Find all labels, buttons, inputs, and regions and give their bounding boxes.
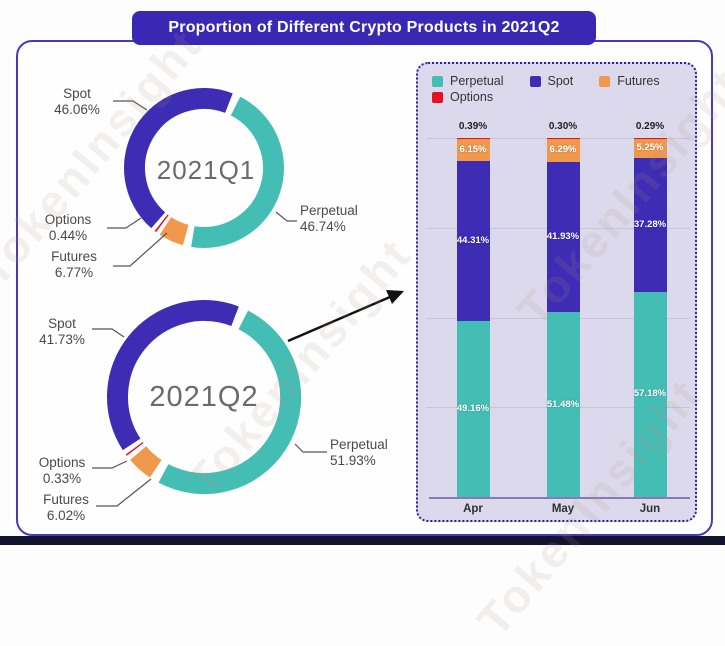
legend-label: Perpetual xyxy=(450,74,504,88)
bar-apr-options xyxy=(456,137,490,140)
bar-plot: 49.16% 44.31% 6.15% 0.39% Apr 51.48% 41.93% 6.2… xyxy=(418,64,699,524)
legend-label: Futures xyxy=(617,74,660,88)
x-axis-label-jun: Jun xyxy=(639,503,661,515)
bar-value-label-outside: 0.39% xyxy=(458,121,488,132)
bar-apr-perpetual xyxy=(456,320,490,497)
bar-jun-perpetual xyxy=(633,291,667,497)
title-banner: Proportion of Different Crypto Products … xyxy=(132,11,596,45)
bar-value-label: 44.31% xyxy=(456,234,490,246)
legend-item-futures: Futures xyxy=(599,74,660,88)
bar-value-label-outside: 0.29% xyxy=(635,121,665,132)
legend-item-perpetual: Perpetual xyxy=(432,74,504,88)
donut-q2-label-futures: Futures 6.02% xyxy=(43,492,89,523)
bar-jun-futures xyxy=(633,139,667,158)
bar-value-label: 5.25% xyxy=(636,142,664,154)
spot-swatch-icon xyxy=(529,75,541,87)
futures-swatch-icon xyxy=(599,75,611,87)
bar-chart-panel: 49.16% 44.31% 6.15% 0.39% Apr 51.48% 41.93% 6.2… xyxy=(416,62,697,522)
donut-q1-label-perpetual: Perpetual 46.74% xyxy=(300,203,358,234)
options-swatch-icon xyxy=(432,91,443,103)
legend-label: Spot xyxy=(547,74,574,88)
bar-jun-spot xyxy=(633,157,667,292)
bottom-edge-band xyxy=(0,536,725,545)
bar-value-label: 37.28% xyxy=(633,218,667,230)
donut-q2-label-perpetual: Perpetual 51.93% xyxy=(330,437,388,468)
donut-q2-center-label: 2021Q2 xyxy=(149,381,259,413)
bar-value-label: 51.48% xyxy=(546,398,580,410)
bar-apr-futures xyxy=(456,139,490,162)
bar-value-label: 57.18% xyxy=(633,388,667,400)
donut-q2-label-spot: Spot 41.73% xyxy=(39,316,85,347)
x-axis-label-apr: Apr xyxy=(463,503,483,515)
donut-q1-label-futures: Futures 6.77% xyxy=(51,249,97,280)
donut-q1-label-options: Options 0.44% xyxy=(44,212,92,243)
legend-item-options: Options xyxy=(432,90,493,104)
bar-value-label-outside: 0.30% xyxy=(548,121,578,132)
donut-q2-label-options: Options 0.33% xyxy=(38,455,86,486)
bar-may-futures xyxy=(546,139,580,162)
donut-q1-center-label: 2021Q1 xyxy=(156,155,256,185)
bar-may-options xyxy=(546,138,580,140)
bar-apr-spot xyxy=(456,161,490,321)
x-axis-label-may: May xyxy=(551,503,575,515)
infographic-root: Proportion of Different Crypto Products … xyxy=(0,11,725,646)
legend-item-spot: Spot xyxy=(529,74,574,88)
bar-value-label: 49.16% xyxy=(456,402,490,414)
bar-may-perpetual xyxy=(546,312,580,497)
donut-q1-label-spot: Spot 46.06% xyxy=(54,86,100,117)
perpetual-swatch-icon xyxy=(432,75,443,87)
legend-label: Options xyxy=(450,90,494,104)
x-axis-line xyxy=(429,497,690,499)
bar-value-label: 6.29% xyxy=(549,144,577,156)
bar-value-label: 41.93% xyxy=(546,230,580,242)
page-title: Proportion of Different Crypto Products … xyxy=(168,19,560,36)
bar-jun-options xyxy=(633,138,667,140)
bar-may-spot xyxy=(546,161,580,313)
bar-value-label: 6.15% xyxy=(459,144,487,156)
legend: Perpetual Spot Futures Options xyxy=(432,74,686,104)
